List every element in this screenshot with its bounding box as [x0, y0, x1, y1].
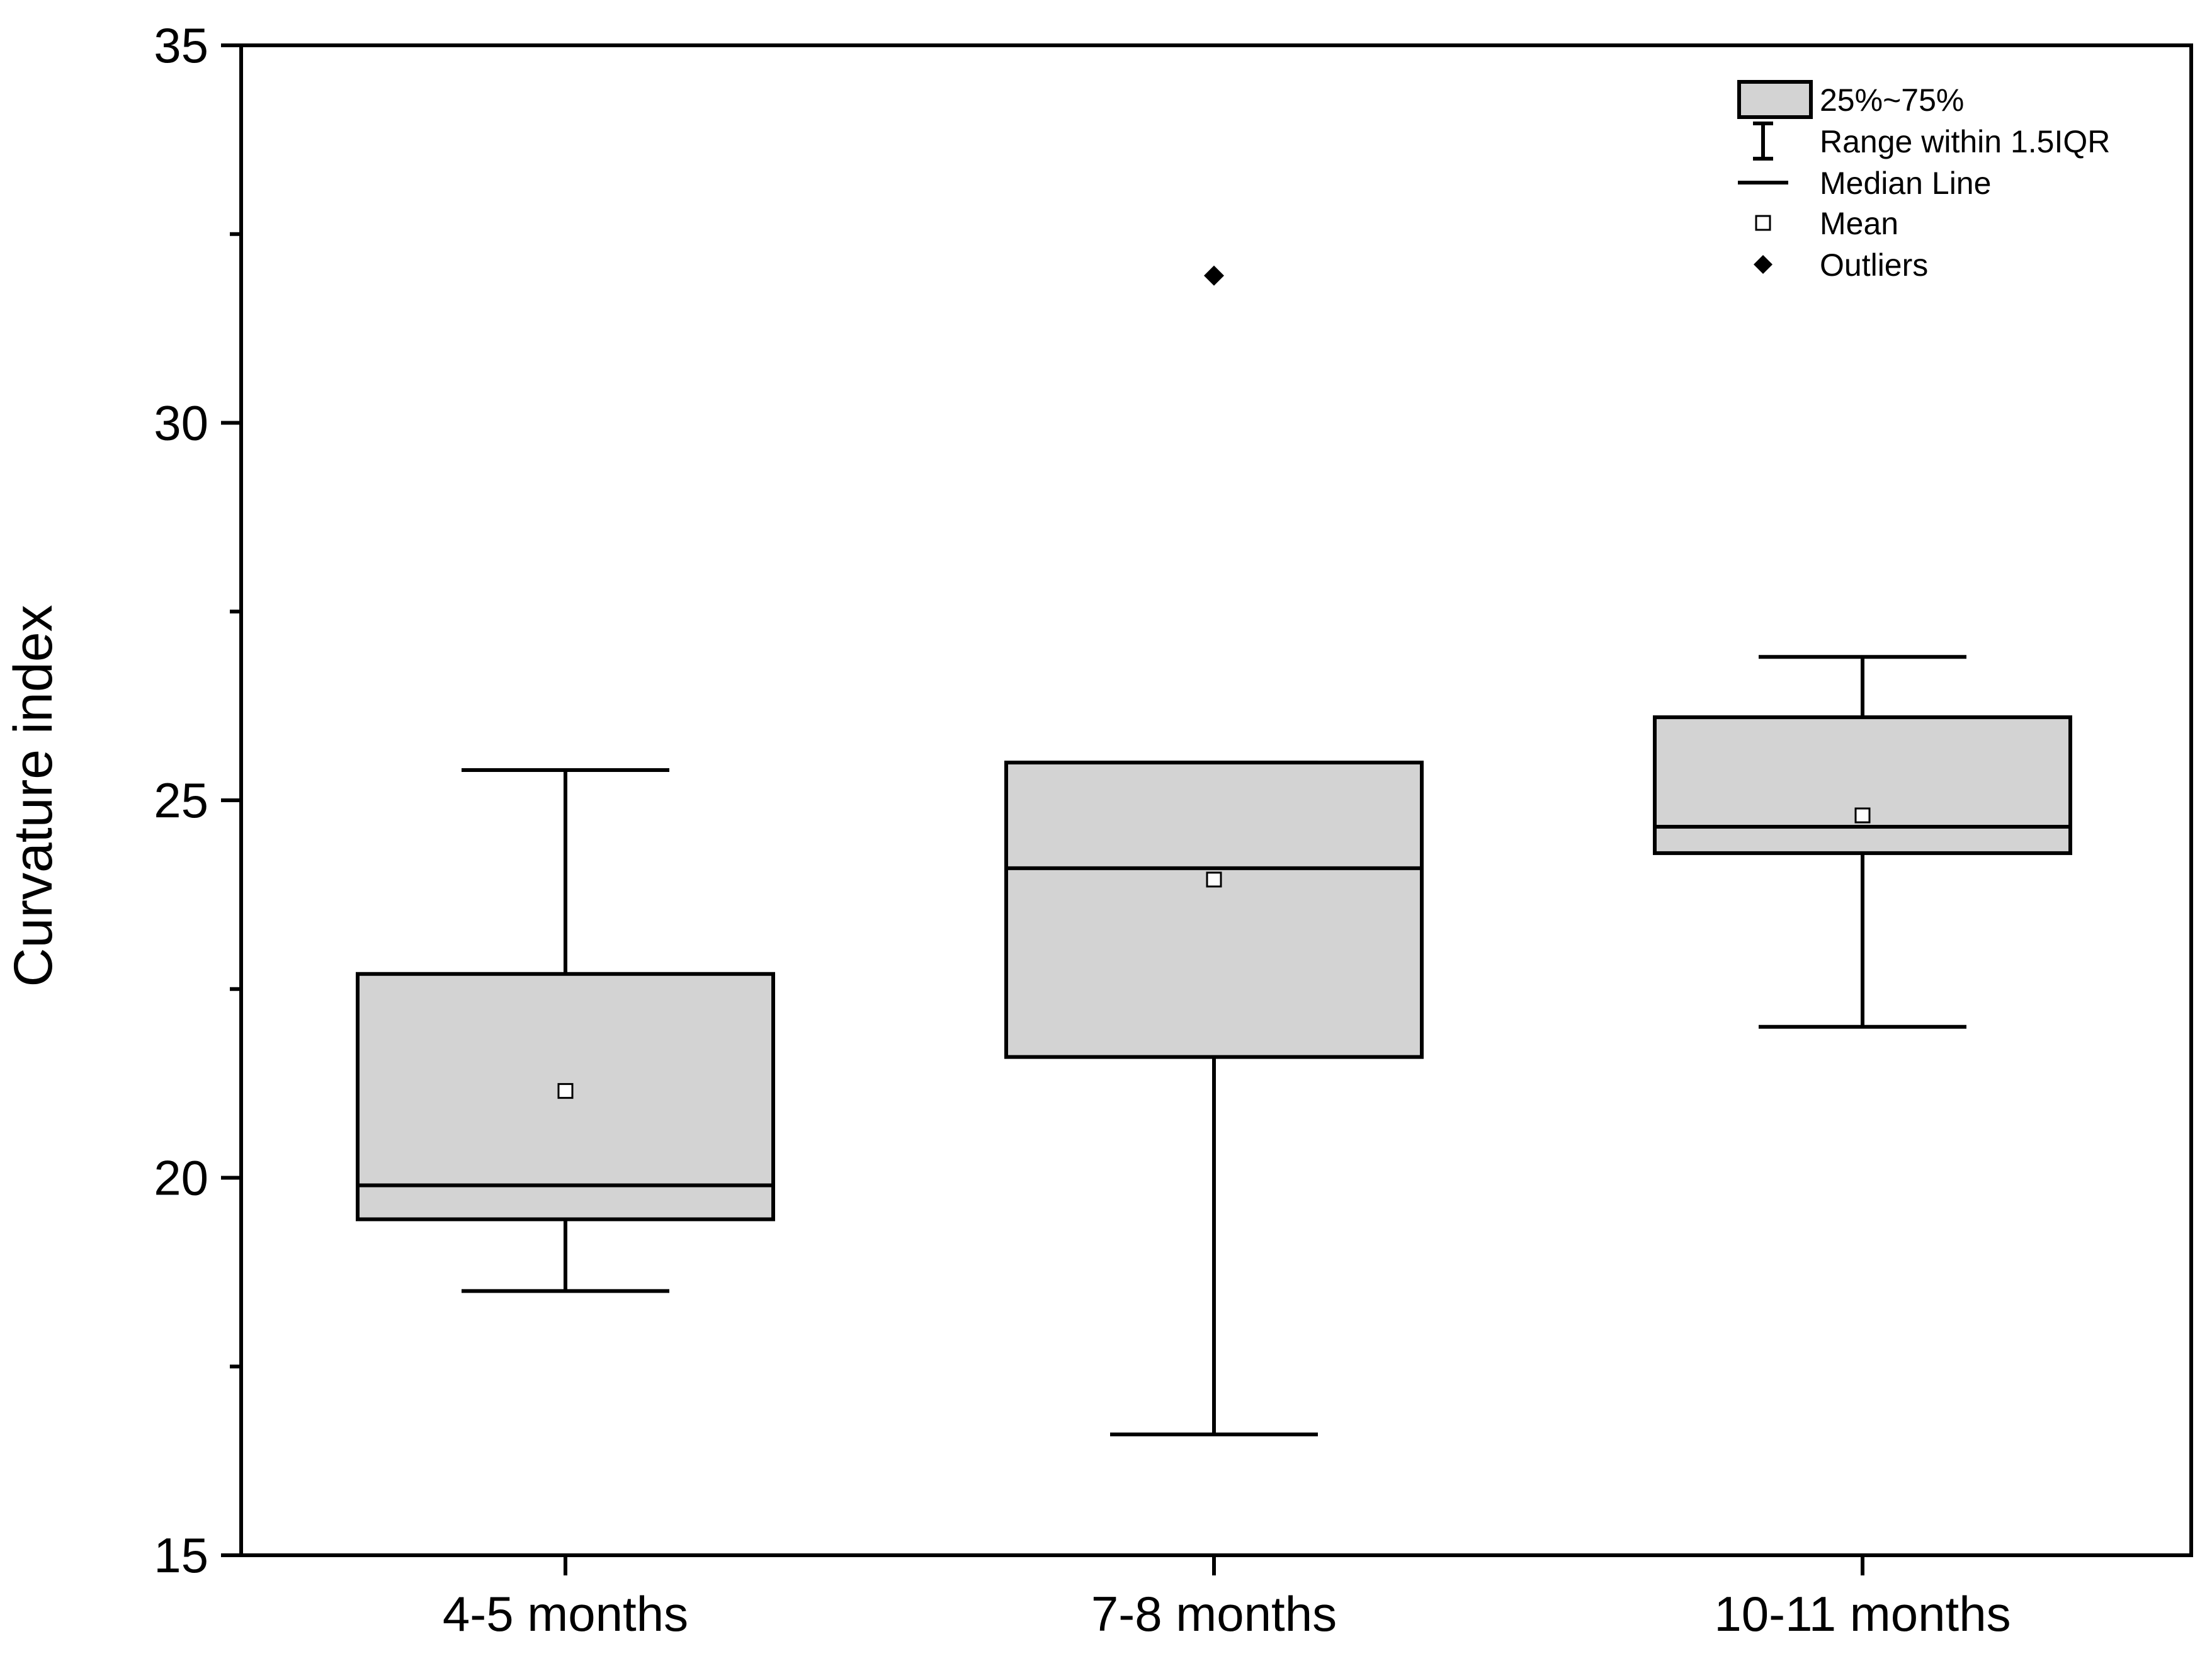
legend-item-mean: Mean	[1755, 206, 1898, 241]
boxes-layer	[356, 265, 2072, 1437]
iqr-box	[1653, 715, 2072, 855]
legend-label: Range within 1.5IQR	[1820, 124, 2110, 159]
legend-box-swatch	[1737, 80, 1813, 119]
mean-marker	[557, 1083, 574, 1099]
legend-item-box: 25%~75%	[1737, 80, 1964, 119]
legend-label: 25%~75%	[1820, 82, 1964, 118]
legend-mean-swatch	[1755, 215, 1771, 231]
outlier-marker	[1204, 265, 1224, 286]
box-group	[356, 768, 775, 1293]
iqr-box	[1004, 761, 1424, 1059]
y-tick-label: 35	[154, 18, 208, 73]
y-tick-label: 20	[154, 1150, 208, 1206]
x-tick-label: 7-8 months	[1091, 1586, 1337, 1642]
y-tick-label: 30	[154, 395, 208, 451]
legend-item-outlier: Outliers	[1754, 247, 1928, 283]
mean-marker	[1206, 871, 1222, 888]
x-tick-label: 4-5 months	[443, 1586, 688, 1642]
legend-item-whisker: Range within 1.5IQR	[1753, 122, 2110, 161]
axes-layer: 15 20 25 30 35 4-5 months 7-8 months 10-11 mont…	[154, 18, 2193, 1642]
y-tick-label: 15	[154, 1528, 208, 1583]
legend-label: Median Line	[1820, 166, 1991, 201]
legend-outlier-swatch	[1754, 255, 1772, 274]
x-tick-label: 10-11 months	[1714, 1586, 2011, 1642]
legend-item-median: Median Line	[1738, 166, 1991, 201]
legend: 25%~75% Range within 1.5IQR Median Line Mea…	[1737, 80, 2110, 283]
legend-label: Mean	[1820, 206, 1898, 241]
box-group	[1653, 655, 2072, 1029]
legend-label: Outliers	[1820, 247, 1928, 283]
box-group	[1004, 265, 1424, 1437]
y-tick-label: 25	[154, 773, 208, 828]
y-axis-title: Curvature index	[3, 604, 64, 987]
mean-marker	[1854, 807, 1871, 824]
